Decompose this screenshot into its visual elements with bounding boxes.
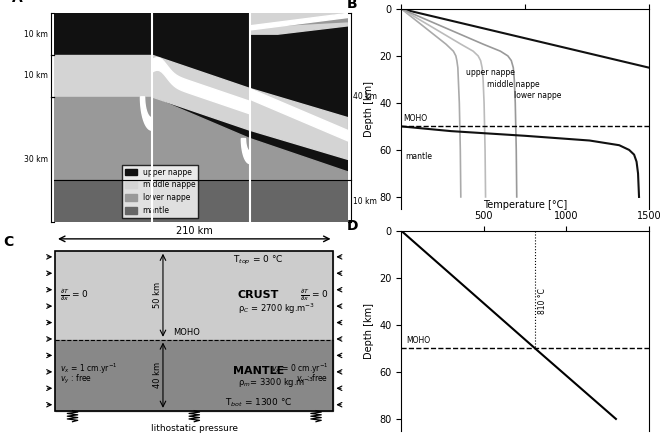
Text: 50 km: 50 km [153,282,163,308]
Text: 10 km: 10 km [24,30,48,39]
Polygon shape [250,13,348,34]
Text: 40 km: 40 km [353,92,377,101]
Text: A: A [11,0,22,5]
Legend: upper nappe, middle nappe, lower nappe, mantle: upper nappe, middle nappe, lower nappe, … [122,165,199,218]
Polygon shape [152,55,250,130]
Text: 210 km: 210 km [176,226,213,236]
Bar [54,97,152,180]
Text: 40 km: 40 km [153,362,163,388]
Text: D: D [347,219,359,233]
Text: ρ$_m$= 3300 kg.m$^{-3}$: ρ$_m$= 3300 kg.m$^{-3}$ [238,376,314,390]
Text: 810 °C: 810 °C [539,289,547,314]
Bar [55,251,333,340]
Polygon shape [140,97,152,130]
Text: lithostatic pressure: lithostatic pressure [151,424,237,433]
Text: C: C [3,235,13,249]
Text: MANTLE: MANTLE [233,366,284,376]
Text: upper nappe: upper nappe [466,68,514,77]
Text: $v_y$ : free: $v_y$ : free [60,373,92,386]
Polygon shape [250,13,348,30]
Text: $\frac{\partial T}{\partial x}$ = 0: $\frac{\partial T}{\partial x}$ = 0 [60,287,89,303]
Bar [54,180,152,222]
Text: $v_x$ = 1 cm.yr$^{-1}$: $v_x$ = 1 cm.yr$^{-1}$ [60,362,118,377]
Text: CRUST: CRUST [238,290,280,300]
Bar [250,13,348,180]
Text: MOHO: MOHO [173,328,200,337]
Text: 30 km: 30 km [24,155,48,164]
Text: $\frac{\partial T}{\partial x}$ = 0: $\frac{\partial T}{\partial x}$ = 0 [300,287,328,303]
Text: $v_x$ = 0 cm.yr$^{-1}$: $v_x$ = 0 cm.yr$^{-1}$ [271,362,328,377]
Text: ρ$_C$ = 2700 kg.m$^{-3}$: ρ$_C$ = 2700 kg.m$^{-3}$ [237,302,314,317]
Text: T$_{top}$ = 0 °C: T$_{top}$ = 0 °C [233,254,284,267]
Text: 10 km: 10 km [24,71,48,80]
Bar [250,180,348,222]
Text: MOHO: MOHO [403,114,427,123]
Text: middle nappe: middle nappe [487,79,540,89]
Text: B: B [347,0,357,11]
Bar [55,340,333,411]
Bar [152,180,250,222]
Bar [55,251,333,411]
Bar [152,13,250,180]
Text: $v_y$ : free: $v_y$ : free [296,373,328,386]
Bar [54,13,152,55]
Text: MOHO: MOHO [406,336,430,345]
Y-axis label: Depth [km]: Depth [km] [364,303,374,359]
Text: mantle: mantle [405,152,432,162]
Polygon shape [250,88,348,159]
Title: Temperature [°C]: Temperature [°C] [483,200,567,210]
Bar [54,55,152,97]
Y-axis label: Depth [km]: Depth [km] [364,81,374,137]
Polygon shape [152,97,250,180]
Text: lower nappe: lower nappe [514,91,562,100]
Polygon shape [271,13,348,26]
Text: T$_{bot}$ = 1300 °C: T$_{bot}$ = 1300 °C [225,396,292,409]
Polygon shape [250,139,348,180]
Polygon shape [242,139,250,163]
Text: 10 km: 10 km [353,197,377,206]
